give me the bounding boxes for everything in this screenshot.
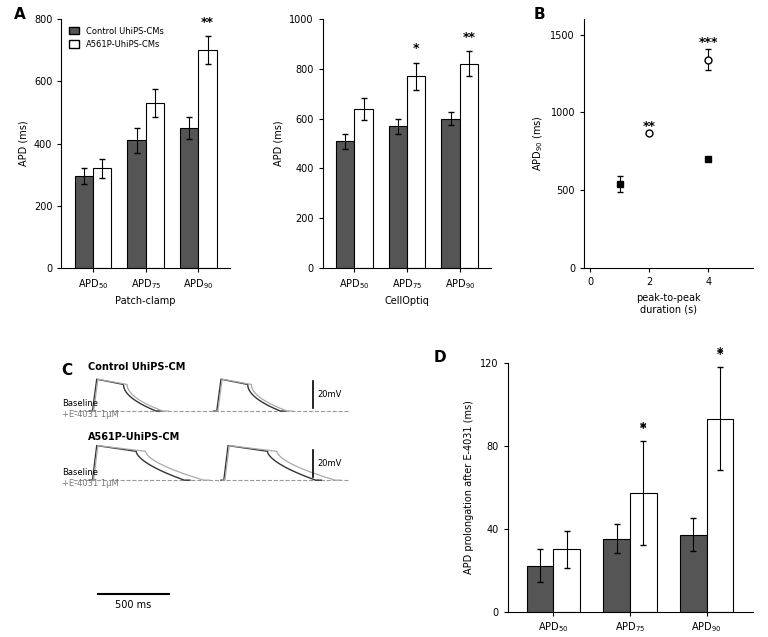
Bar	[407, 76, 425, 268]
Text: **: **	[462, 31, 475, 44]
Bar	[604, 539, 630, 612]
Bar	[127, 140, 146, 268]
Text: Control UhiPS-CM: Control UhiPS-CM	[88, 362, 186, 372]
X-axis label: Patch-clamp: Patch-clamp	[115, 296, 176, 306]
Bar	[354, 109, 372, 268]
Text: ***: ***	[699, 36, 718, 48]
Y-axis label: APD (ms): APD (ms)	[273, 121, 283, 166]
Text: D: D	[434, 350, 447, 365]
Text: +E-4031 1μM: +E-4031 1μM	[62, 479, 119, 488]
Text: *: *	[717, 347, 723, 359]
Text: Baseline: Baseline	[62, 399, 98, 408]
Bar	[74, 176, 93, 268]
Text: +E-4031 1μM: +E-4031 1μM	[62, 410, 119, 419]
Bar	[389, 126, 407, 268]
Y-axis label: APD (ms): APD (ms)	[18, 121, 28, 166]
Bar	[630, 493, 657, 612]
Text: *: *	[641, 422, 647, 435]
Text: A561P-UhiPS-CM: A561P-UhiPS-CM	[88, 432, 180, 442]
Legend: Control UhiPS-CMs, A561P-UhiPS-CMs: Control UhiPS-CMs, A561P-UhiPS-CMs	[65, 24, 167, 52]
Text: *: *	[641, 421, 647, 434]
Bar	[442, 118, 460, 268]
Bar	[93, 168, 111, 268]
Bar	[527, 566, 554, 612]
Y-axis label: APD prolongation after E-4031 (ms): APD prolongation after E-4031 (ms)	[465, 400, 475, 574]
Text: Baseline: Baseline	[62, 468, 98, 477]
Bar	[336, 141, 354, 268]
Bar	[146, 103, 164, 268]
Text: **: **	[201, 16, 214, 29]
Text: 20mV: 20mV	[317, 459, 342, 468]
Text: C: C	[61, 362, 72, 378]
Text: 500 ms: 500 ms	[115, 601, 151, 610]
Bar	[554, 549, 581, 612]
Text: A: A	[15, 6, 26, 22]
Text: *: *	[413, 42, 419, 55]
X-axis label: peak-to-peak
duration (s): peak-to-peak duration (s)	[636, 292, 700, 314]
Y-axis label: APD$_{90}$ (ms): APD$_{90}$ (ms)	[531, 116, 545, 171]
Text: **: **	[643, 120, 656, 132]
Bar	[180, 128, 198, 268]
Bar	[198, 50, 217, 268]
Text: B: B	[534, 6, 545, 22]
Text: *: *	[717, 348, 723, 361]
Bar	[680, 535, 707, 612]
Text: 20mV: 20mV	[317, 390, 342, 399]
Bar	[460, 64, 478, 268]
Bar	[707, 419, 733, 612]
X-axis label: CellOptiq: CellOptiq	[385, 296, 429, 306]
